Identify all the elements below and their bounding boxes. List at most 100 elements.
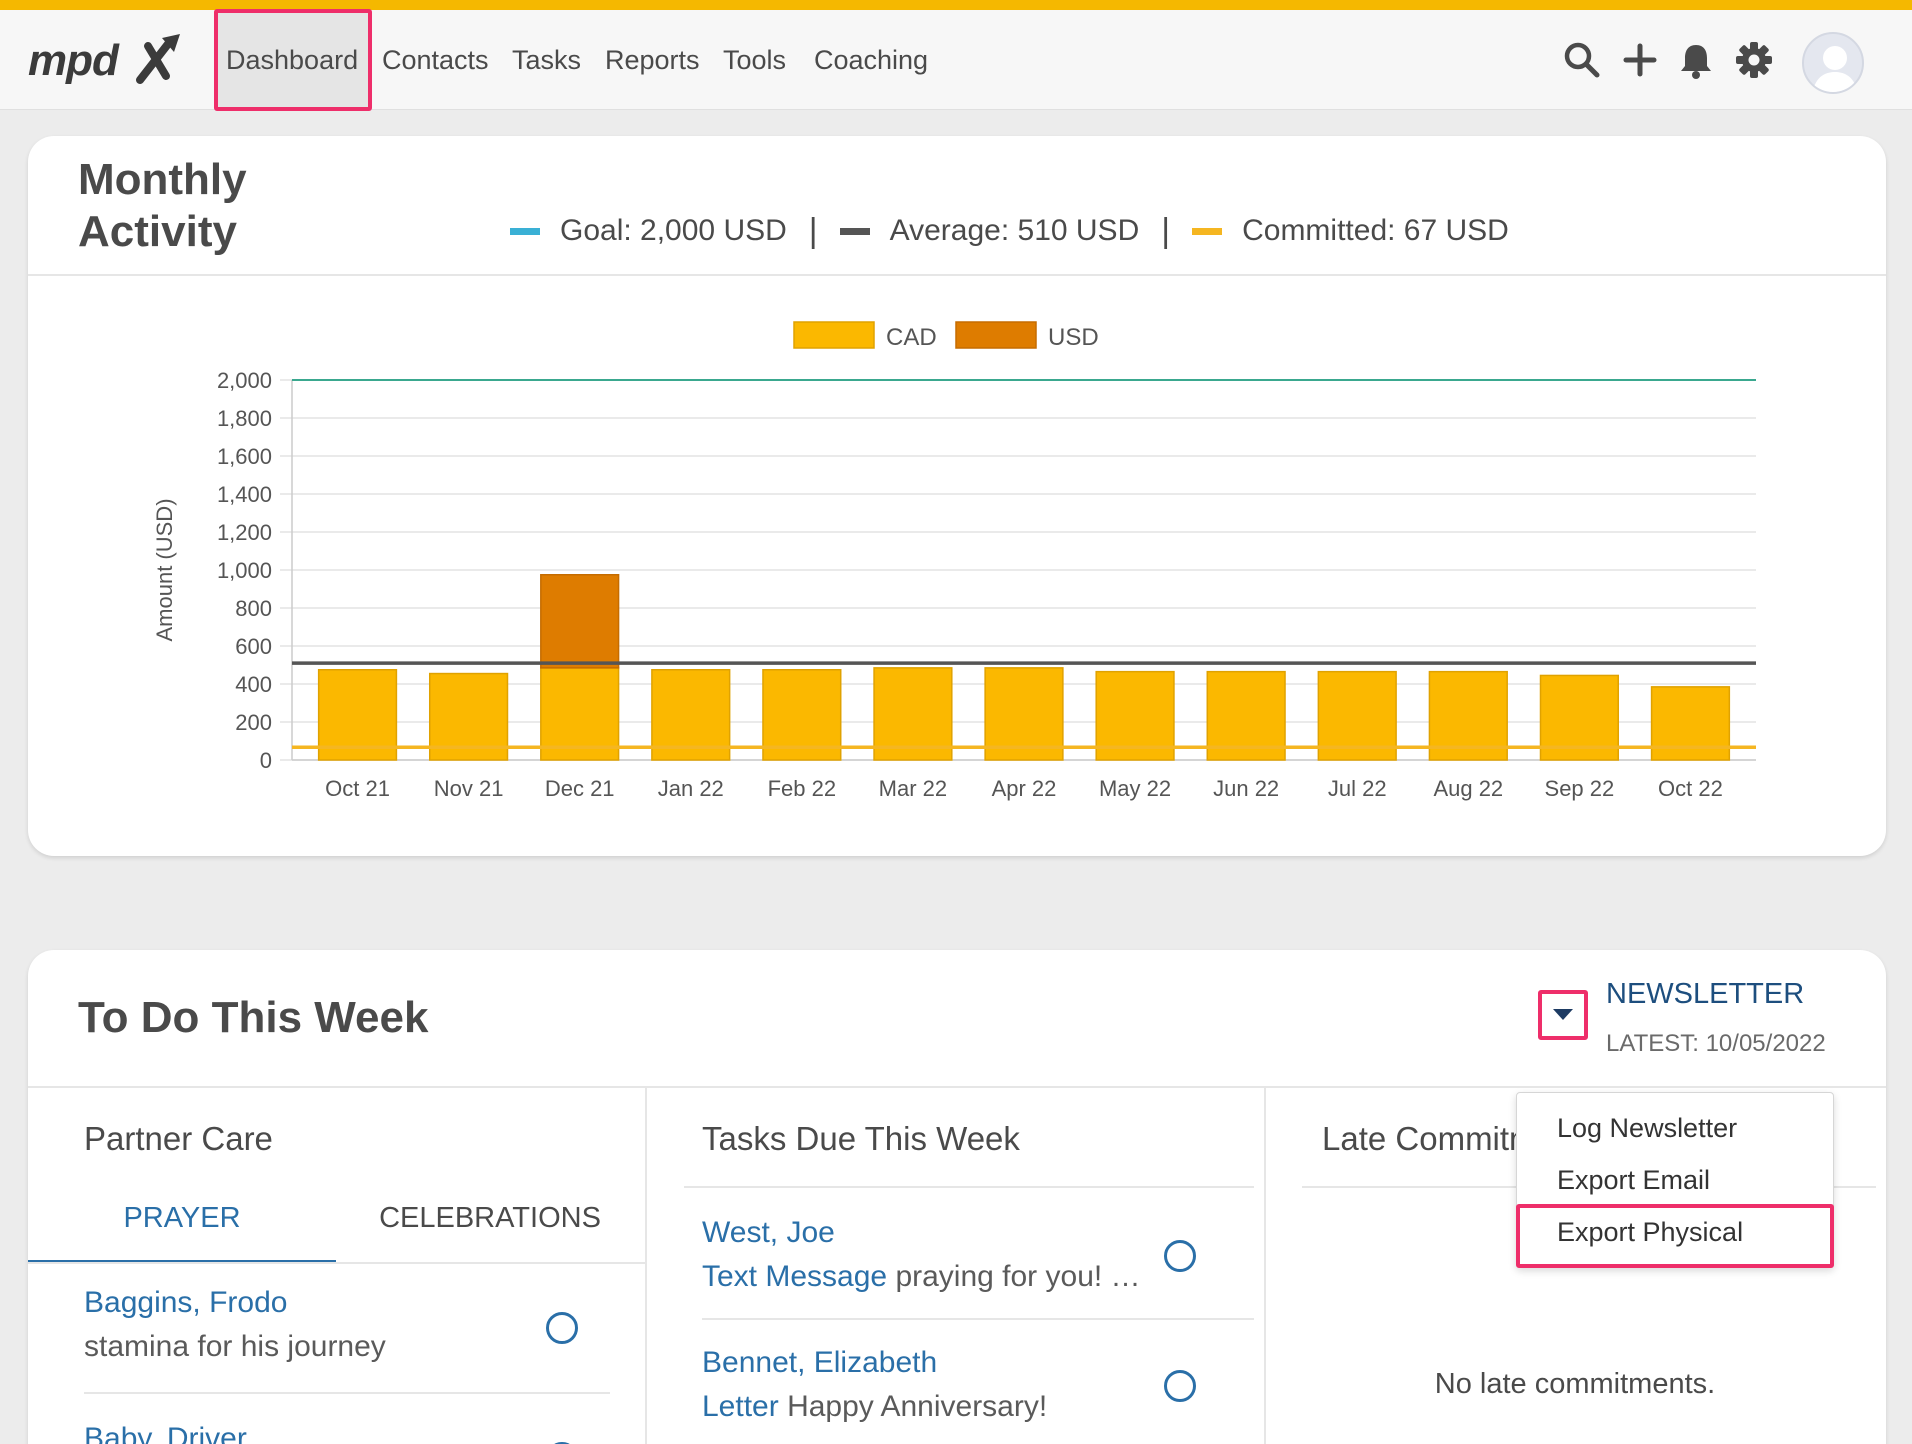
- complete-circle-icon[interactable]: [1164, 1370, 1196, 1402]
- tasks-divider: [684, 1186, 1254, 1188]
- tasks-due-title: Tasks Due This Week: [702, 1120, 1020, 1157]
- average-label: Average: 510 USD: [889, 214, 1140, 247]
- task-contact-name[interactable]: Bennet, Elizabeth: [702, 1346, 938, 1379]
- bar-cad: [762, 669, 842, 761]
- task-type[interactable]: Letter: [702, 1390, 779, 1423]
- x-tick-label: Dec 21: [545, 776, 615, 801]
- column-divider: [645, 1088, 647, 1444]
- menu-item-log-newsletter[interactable]: Log Newsletter: [1557, 1113, 1738, 1143]
- top-accent-bar: [0, 0, 1912, 10]
- newsletter-label[interactable]: NEWSLETTER: [1606, 978, 1805, 1010]
- todo-title: To Do This Week: [78, 993, 429, 1042]
- mpdx-logo[interactable]: mpd: [28, 30, 188, 90]
- bell-icon[interactable]: [1676, 40, 1716, 80]
- bar-cad: [1428, 670, 1508, 761]
- partner-care-title: Partner Care: [84, 1120, 273, 1157]
- search-icon[interactable]: [1562, 40, 1602, 80]
- bar-cad: [651, 669, 731, 761]
- prayer-item-text: stamina for his journey: [84, 1330, 386, 1363]
- summary-legend: Goal: 2,000 USD | Average: 510 USD | Com…: [510, 206, 1509, 256]
- x-tick-label: Mar 22: [879, 776, 947, 801]
- bar-cad: [1206, 670, 1286, 761]
- y-tick-label: 1,200: [217, 520, 272, 545]
- bar-cad: [873, 667, 953, 761]
- nav-coaching[interactable]: Coaching: [814, 45, 929, 75]
- avatar[interactable]: [1802, 32, 1864, 94]
- highlight-dashboard: [214, 9, 372, 111]
- complete-circle-icon[interactable]: [546, 1312, 578, 1344]
- y-tick-label: 1,400: [217, 482, 272, 507]
- task-text: Happy Anniversary!: [787, 1390, 1048, 1423]
- y-tick-label: 2,000: [217, 368, 272, 393]
- task-text: praying for you! …: [895, 1260, 1141, 1293]
- caret-down-icon: [1553, 1009, 1573, 1020]
- newsletter-dropdown: Log Newsletter Export Email Export Physi…: [1516, 1092, 1834, 1268]
- nav-tasks[interactable]: Tasks: [512, 45, 582, 75]
- y-tick-label: 1,000: [217, 558, 272, 583]
- list-divider: [84, 1392, 610, 1394]
- late-commitments-empty: No late commitments.: [1434, 1368, 1716, 1400]
- menu-item-export-physical[interactable]: Export Physical: [1557, 1217, 1744, 1247]
- legend-cad-label: CAD: [886, 324, 937, 351]
- todo-header-divider: [28, 1086, 1886, 1088]
- plus-icon[interactable]: [1620, 40, 1660, 80]
- x-tick-label: May 22: [1099, 776, 1171, 801]
- committed-swatch: [1192, 227, 1223, 235]
- x-tick-label: Oct 21: [325, 776, 390, 801]
- tab-prayer[interactable]: PRAYER: [123, 1202, 241, 1234]
- goal-label: Goal: 2,000 USD: [560, 214, 787, 247]
- bar-cad: [1650, 686, 1731, 761]
- bar-cad: [1317, 670, 1397, 761]
- x-tick-label: Sep 22: [1545, 776, 1615, 801]
- x-tick-label: Jun 22: [1213, 776, 1279, 801]
- highlight-export-physical: [1516, 1204, 1834, 1268]
- legend-separator: |: [808, 211, 818, 250]
- y-tick-label: 200: [235, 710, 272, 735]
- legend-usd-swatch: [955, 321, 1037, 349]
- x-tick-label: Oct 22: [1658, 776, 1723, 801]
- committed-label: Committed: 67 USD: [1242, 214, 1509, 247]
- x-tick-label: Apr 22: [992, 776, 1057, 801]
- nav-dashboard[interactable]: Dashboard: [216, 10, 368, 110]
- x-tick-label: Nov 21: [434, 776, 504, 801]
- svg-text:mpd: mpd: [28, 36, 120, 85]
- task-contact-name[interactable]: West, Joe: [702, 1216, 835, 1249]
- monthly-activity-card: Monthly Activity Goal: 2,000 USD | Avera…: [28, 136, 1886, 856]
- x-tick-label: Feb 22: [768, 776, 837, 801]
- y-axis-label: Amount (USD): [152, 498, 177, 641]
- bar-cad: [540, 667, 620, 761]
- y-tick-label: 600: [235, 634, 272, 659]
- tab-celebrations[interactable]: CELEBRATIONS: [379, 1202, 601, 1234]
- task-description: Text Message praying for you! …: [702, 1260, 1141, 1294]
- average-swatch: [839, 227, 870, 235]
- prayer-item-name[interactable]: Baggins, Frodo: [84, 1286, 288, 1319]
- monthly-activity-title-line2: Activity: [78, 207, 237, 256]
- newsletter-menu-toggle[interactable]: [1538, 990, 1588, 1040]
- card-header-divider: [28, 274, 1886, 276]
- y-tick-label: 400: [235, 672, 272, 697]
- x-tick-label: Jan 22: [658, 776, 724, 801]
- user-silhouette-icon: [1812, 46, 1858, 92]
- navbar: mpd Dashboard Contacts Tasks Reports Too…: [0, 9, 1912, 111]
- nav-contacts[interactable]: Contacts: [382, 45, 489, 75]
- bar-cad: [984, 667, 1064, 761]
- complete-circle-icon[interactable]: [1164, 1240, 1196, 1272]
- newsletter-latest: LATEST: 10/05/2022: [1606, 1030, 1826, 1057]
- legend-cad-swatch: [793, 321, 875, 349]
- y-tick-label: 0: [260, 748, 272, 773]
- list-divider: [702, 1318, 1254, 1320]
- y-tick-label: 1,800: [217, 406, 272, 431]
- column-divider: [1264, 1088, 1266, 1444]
- prayer-item-name[interactable]: Baby, Driver: [84, 1422, 247, 1444]
- tabs-divider: [28, 1262, 645, 1264]
- y-tick-label: 1,600: [217, 444, 272, 469]
- bar-cad: [1095, 670, 1175, 761]
- monthly-activity-title-line1: Monthly: [78, 155, 247, 204]
- nav-reports[interactable]: Reports: [605, 45, 700, 75]
- menu-item-export-email[interactable]: Export Email: [1557, 1165, 1711, 1195]
- task-type[interactable]: Text Message: [702, 1260, 888, 1293]
- gear-icon[interactable]: [1734, 40, 1774, 80]
- legend-usd-label: USD: [1048, 324, 1099, 351]
- nav-tools[interactable]: Tools: [723, 45, 787, 75]
- bar-usd: [540, 574, 620, 669]
